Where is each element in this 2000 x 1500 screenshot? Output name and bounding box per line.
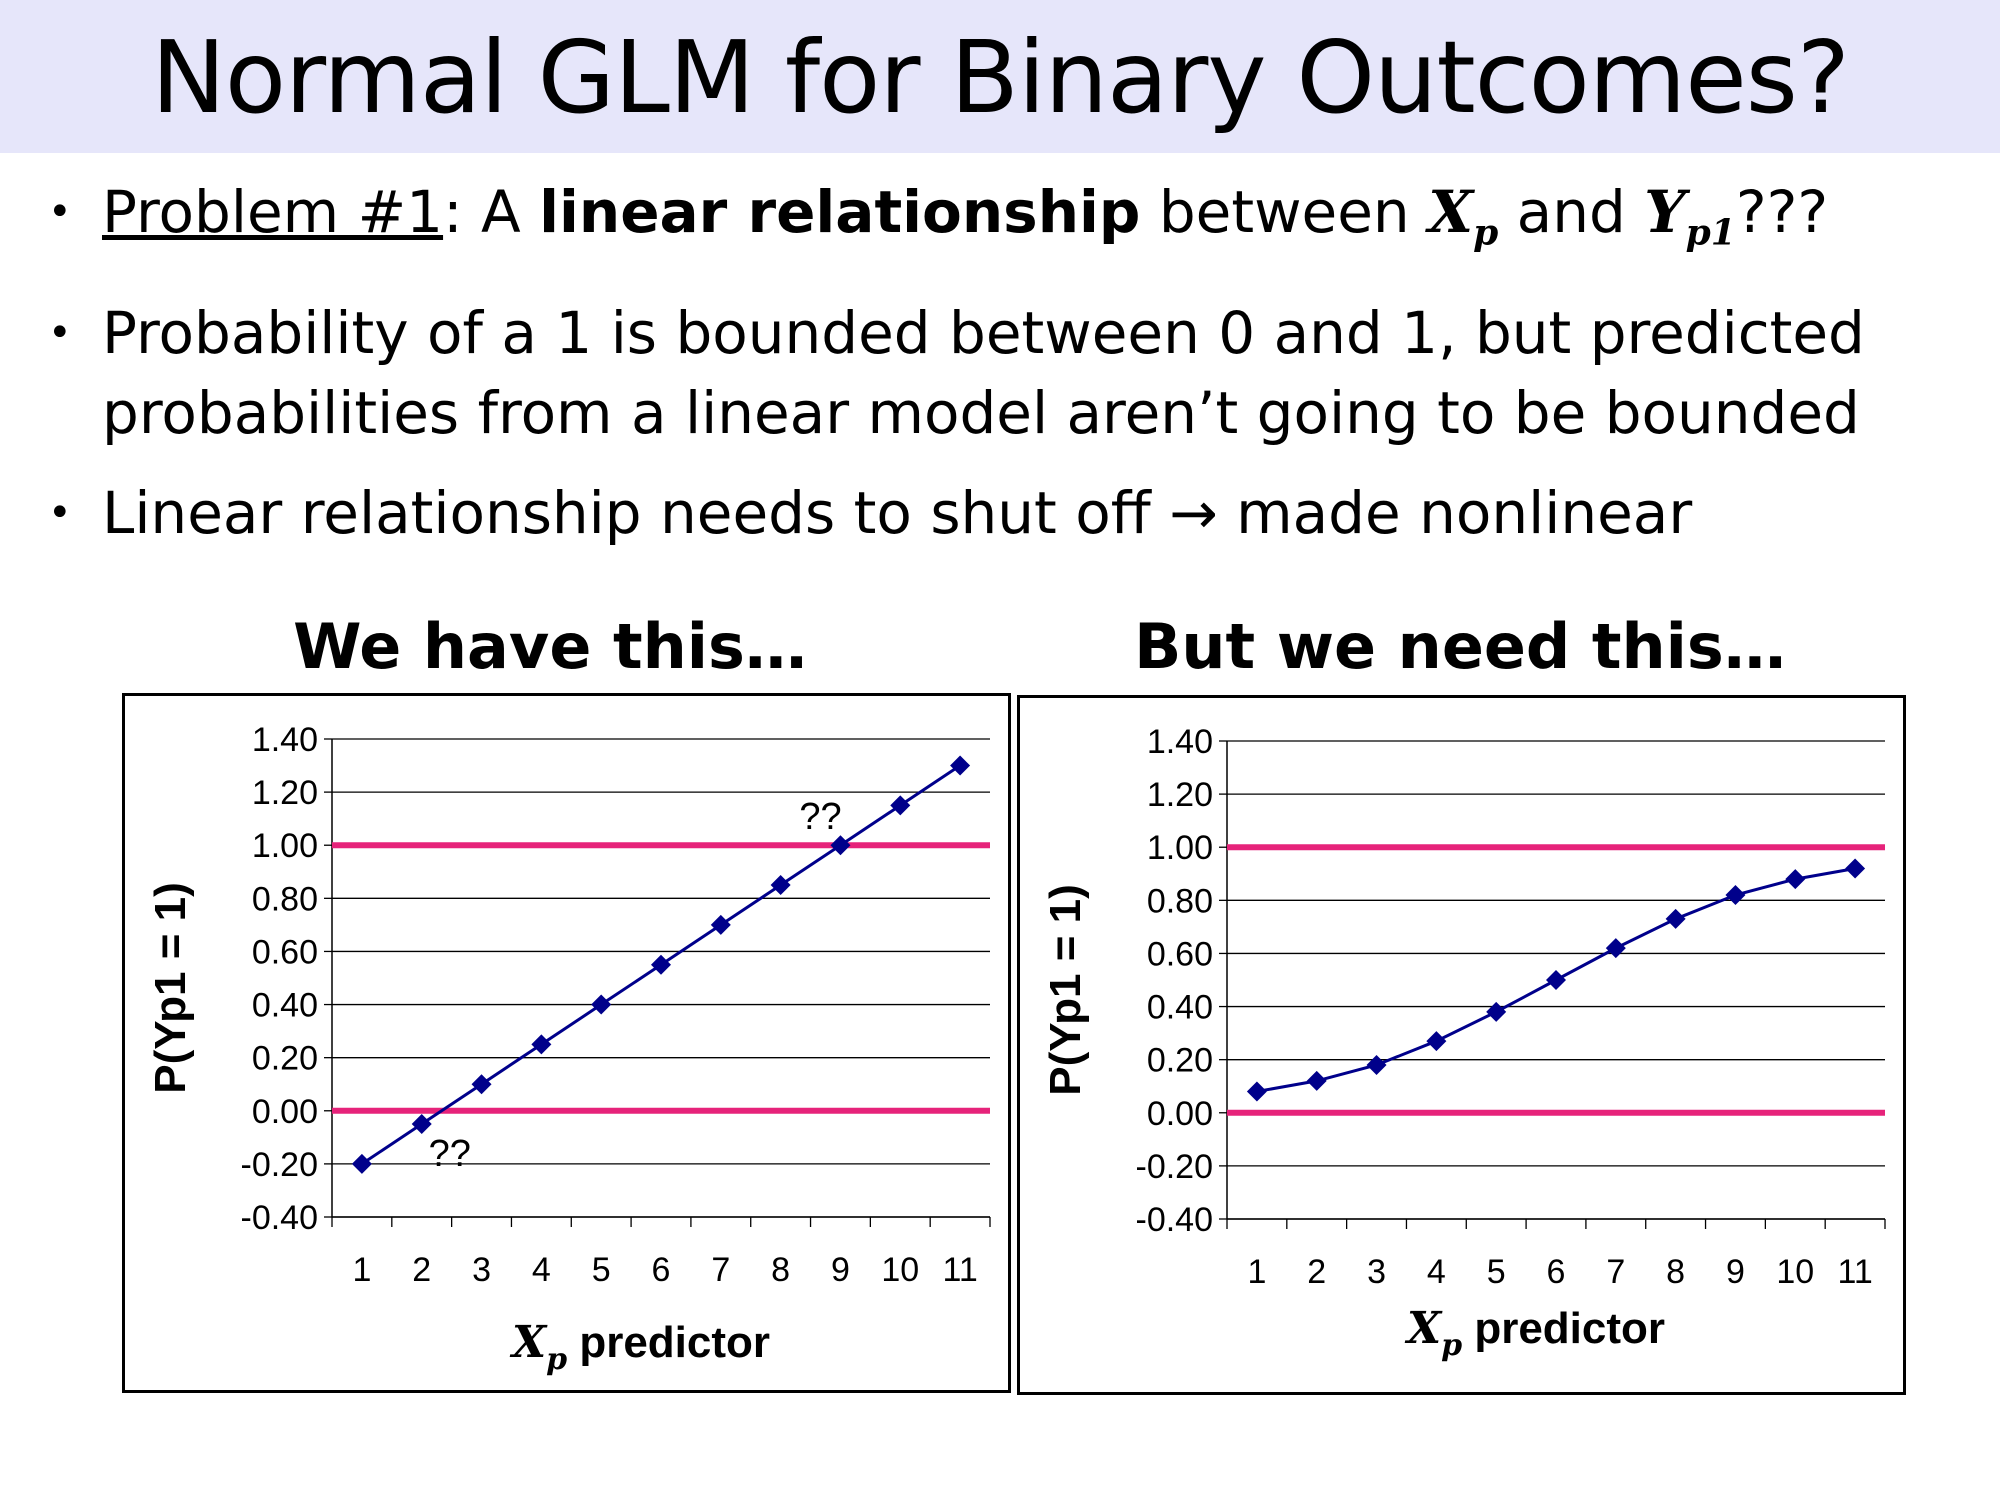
data-point [1665, 908, 1686, 929]
data-point [1785, 869, 1806, 890]
chart-1-frame: 1.40 1.20 1.00 0.80 0.60 0.40 0.20 0.00 -0.20 -0.… [122, 693, 1011, 1393]
y-tick-label: 0.20 [252, 1040, 318, 1078]
data-point [710, 914, 731, 935]
data-point [411, 1114, 432, 1135]
y-tick-label: 0.00 [252, 1093, 318, 1131]
var-xp: Xp [1428, 178, 1498, 254]
bullet-list: • Problem #1: A linear relationship betw… [40, 172, 1970, 553]
data-point [591, 994, 612, 1015]
y-tick-label: 1.40 [1147, 723, 1213, 761]
y-tick-label: 0.40 [1147, 989, 1213, 1027]
x-tick-label: 6 [652, 1251, 671, 1289]
y-tick-label: -0.40 [241, 1199, 319, 1237]
bullet-1-text-d: ??? [1735, 178, 1829, 246]
x-axis-label: Xp predictor [1404, 1303, 1665, 1363]
y-axis-label: P(Yp1 = 1) [1041, 884, 1090, 1096]
x-tick-label: 10 [881, 1251, 919, 1289]
chart-1-heading: We have this… [293, 610, 807, 683]
x-tick-label: 8 [1666, 1253, 1685, 1291]
problem-label: Problem #1 [102, 178, 444, 246]
x-tick-label: 10 [1776, 1253, 1814, 1291]
bullet-3: • Linear relationship needs to shut off … [40, 473, 1970, 553]
data-point [1605, 938, 1626, 959]
data-point [1366, 1054, 1387, 1075]
bullet-1-text-b: between [1140, 178, 1429, 246]
bullet-dot: • [48, 489, 72, 536]
x-axis-label: Xp predictor [509, 1317, 770, 1377]
x-tick-label: 5 [1487, 1253, 1506, 1291]
chart-2: 1.40 1.20 1.00 0.80 0.60 0.40 0.20 0.00 -0.20 -0.… [1041, 723, 1886, 1363]
data-point [1486, 1001, 1507, 1022]
annotation: ?? [799, 796, 841, 838]
x-tick-label: 5 [592, 1251, 611, 1289]
bullet-dot: • [48, 189, 72, 235]
var-yp1-base: Y [1644, 178, 1686, 246]
slide-title: Normal GLM for Binary Outcomes? [151, 19, 1850, 136]
y-tick-label: 0.20 [1147, 1042, 1213, 1080]
y-tick-label: 1.00 [252, 827, 318, 865]
x-tick-label: 3 [1367, 1253, 1386, 1291]
data-point [830, 835, 851, 856]
y-tick-label: 0.60 [252, 933, 318, 971]
bullet-1: • Problem #1: A linear relationship betw… [40, 172, 1970, 273]
y-tick-label: 1.20 [252, 774, 318, 812]
chart-2-frame: 1.40 1.20 1.00 0.80 0.60 0.40 0.20 0.00 -0.20 -0.… [1017, 695, 1906, 1395]
y-tick-label: 0.40 [252, 987, 318, 1025]
y-tick-label: 0.00 [1147, 1095, 1213, 1133]
x-tick-label: 1 [352, 1251, 371, 1289]
y-tick-label: 0.80 [1147, 882, 1213, 920]
data-point [471, 1074, 492, 1095]
data-point [531, 1034, 552, 1055]
bullet-1-bold: linear relationship [539, 178, 1141, 246]
data-point [1725, 885, 1746, 906]
x-tick-label: 9 [1726, 1253, 1745, 1291]
data-point [950, 755, 971, 776]
y-tick-label: 1.00 [1147, 829, 1213, 867]
x-tick-label: 2 [412, 1251, 431, 1289]
x-tick-label: 7 [1606, 1253, 1625, 1291]
y-tick-label: -0.20 [1136, 1148, 1214, 1186]
var-xp-sub: p [1473, 211, 1499, 254]
x-tick-label: 9 [831, 1251, 850, 1289]
title-band [0, 0, 2000, 153]
y-tick-label: 1.40 [252, 721, 318, 759]
y-tick-label: 0.80 [252, 880, 318, 918]
chart-2-heading: But we need this… [1134, 610, 1786, 683]
data-point [770, 875, 791, 896]
var-yp1: Yp1 [1644, 178, 1736, 254]
y-tick-label: -0.20 [241, 1146, 319, 1184]
bullet-2-text: Probability of a 1 is bounded between 0 … [102, 298, 1865, 447]
data-point [890, 795, 911, 816]
x-tick-label: 11 [942, 1251, 977, 1289]
data-point [1246, 1081, 1267, 1102]
x-tick-label: 6 [1547, 1253, 1566, 1291]
bullet-3-text: Linear relationship needs to shut off → … [102, 478, 1693, 547]
var-xp-base: X [1428, 178, 1474, 246]
chart-1: 1.40 1.20 1.00 0.80 0.60 0.40 0.20 0.00 -0.20 -0.… [146, 721, 991, 1377]
y-tick-label: 1.20 [1147, 776, 1213, 814]
data-point [1845, 858, 1866, 879]
x-tick-label: 2 [1307, 1253, 1326, 1291]
annotation: ?? [429, 1133, 471, 1175]
x-tick-label: 4 [532, 1251, 551, 1289]
y-tick-label: 0.60 [1147, 935, 1213, 973]
var-yp1-sub: p1 [1685, 211, 1736, 254]
data-point [1546, 970, 1566, 990]
x-tick-label: 11 [1837, 1253, 1872, 1291]
data-point [351, 1153, 372, 1174]
x-tick-label: 3 [472, 1251, 491, 1289]
data-point [1426, 1031, 1447, 1052]
data-point [1306, 1070, 1327, 1091]
data-point [651, 954, 671, 975]
x-tick-label: 4 [1427, 1253, 1446, 1291]
bullet-1-text-a: : A [443, 178, 540, 246]
x-tick-label: 7 [711, 1251, 730, 1289]
bullet-2: • Probability of a 1 is bounded between … [40, 293, 1970, 453]
x-tick-label: 8 [771, 1251, 790, 1289]
x-tick-label: 1 [1247, 1253, 1266, 1291]
bullet-1-text-c: and [1498, 178, 1645, 246]
y-axis-label: P(Yp1 = 1) [146, 882, 195, 1094]
y-tick-label: -0.40 [1136, 1201, 1214, 1239]
bullet-dot: • [48, 309, 72, 356]
